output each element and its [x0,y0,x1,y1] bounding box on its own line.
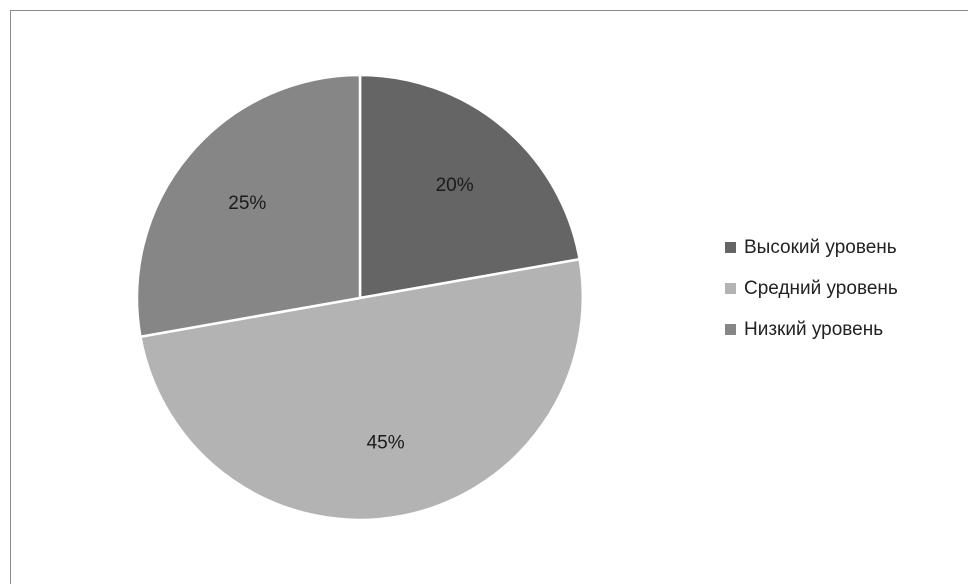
legend-item-1: Высокий уровень [725,234,965,261]
legend-swatch-3 [725,324,736,335]
data-label-2: 45% [367,432,405,453]
pie-slice-3 [135,73,362,338]
data-label-1: 20% [436,175,474,196]
pie-slice-1 [358,73,581,300]
legend-label-1: Высокий уровень [744,236,897,258]
legend-item-2: Средний уровень [725,275,965,302]
pie-data-labels: 20% 45% 25% [228,175,473,454]
legend-item-3: Низкий уровень [725,316,965,343]
legend-swatch-2 [725,283,736,294]
legend-swatch-1 [725,242,736,253]
chart-legend: Высокий уровень Средний уровень Низкий уро… [725,234,965,357]
pie-slice-2 [139,258,585,522]
pie-slices [135,73,585,522]
legend-label-2: Средний уровень [744,277,898,299]
data-label-3: 25% [228,193,266,214]
legend-label-3: Низкий уровень [744,318,884,340]
